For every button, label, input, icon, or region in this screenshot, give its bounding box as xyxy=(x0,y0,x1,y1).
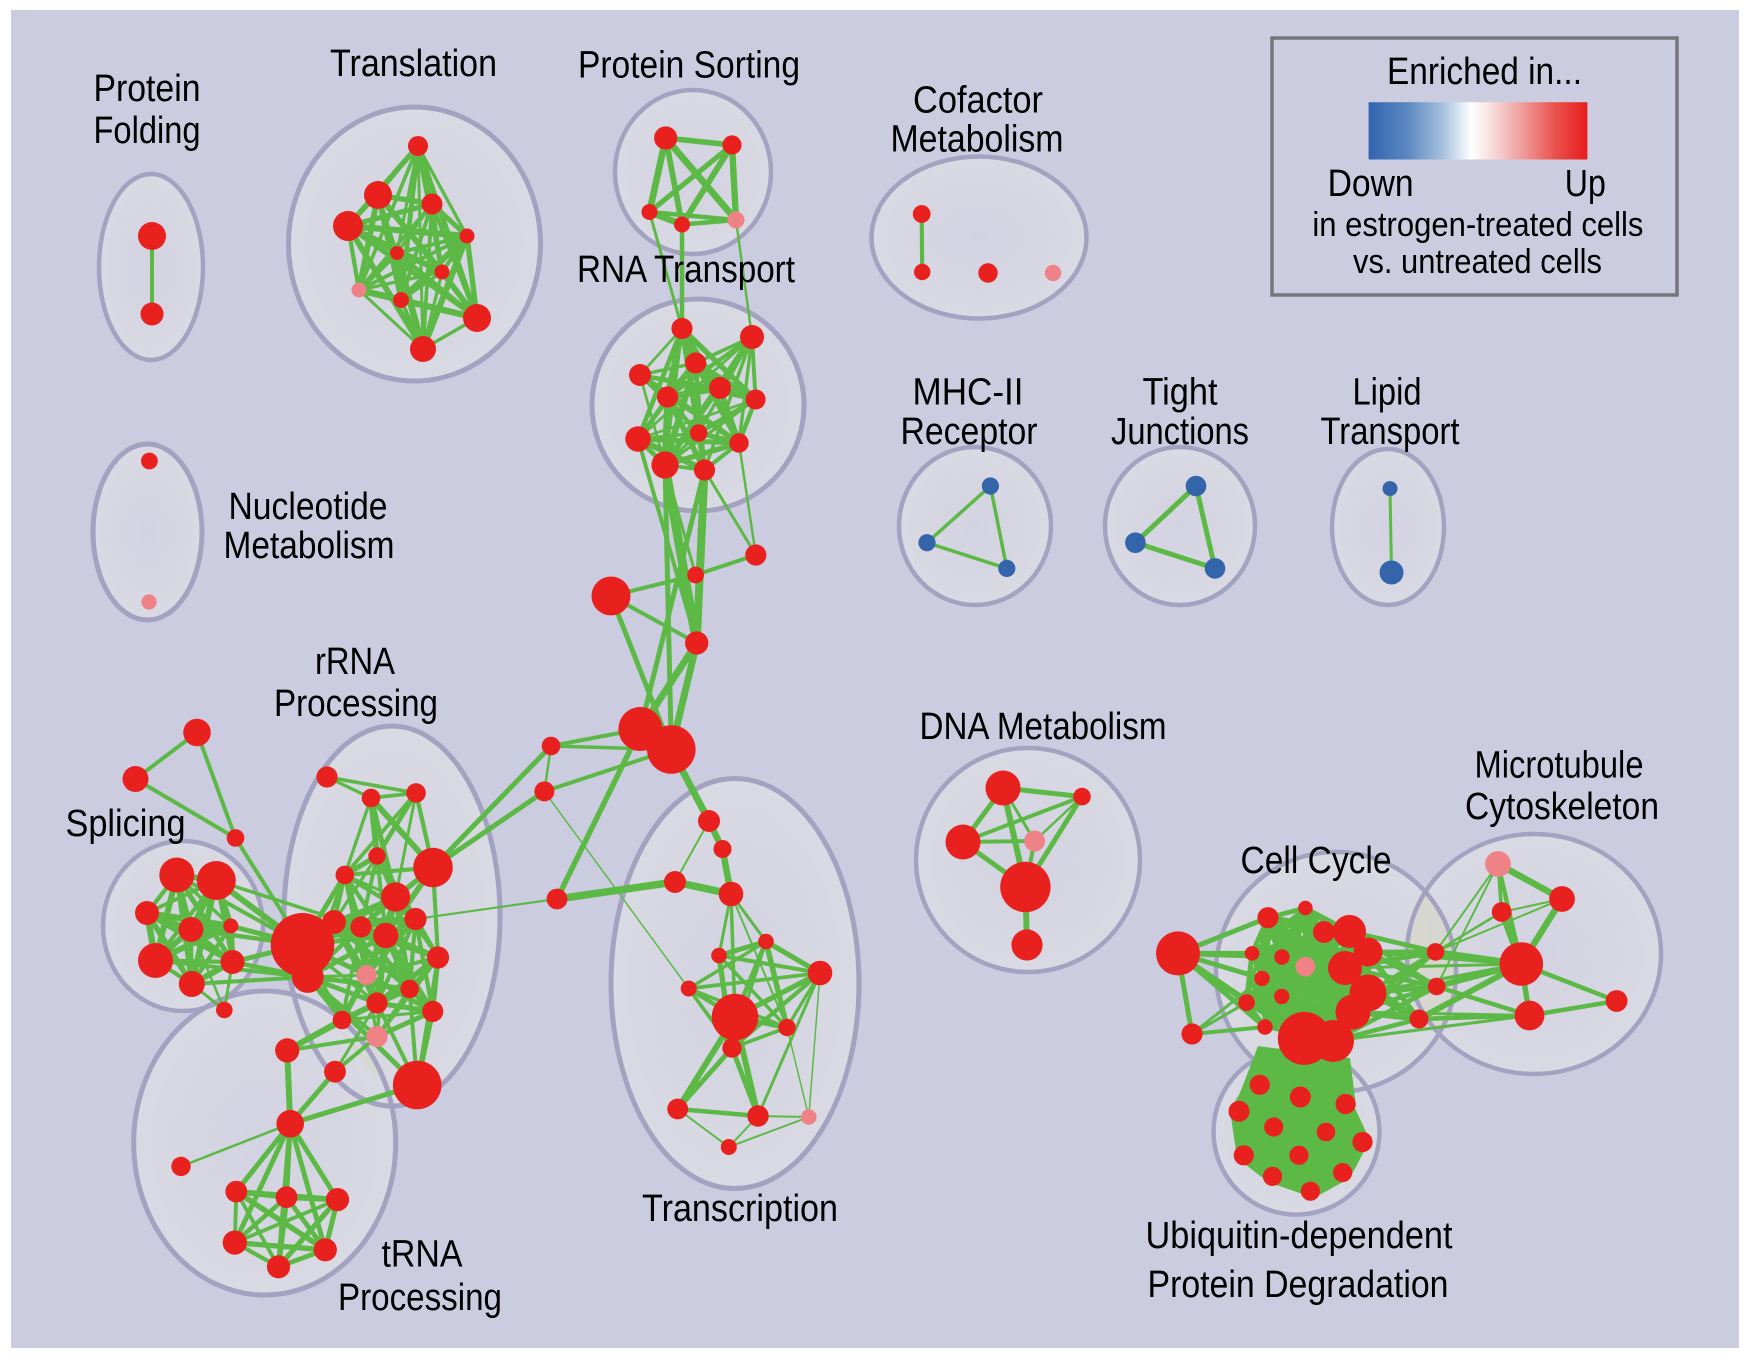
svg-text:Folding: Folding xyxy=(94,110,201,152)
svg-text:Metabolism: Metabolism xyxy=(891,119,1064,161)
svg-text:Cofactor: Cofactor xyxy=(913,80,1043,122)
svg-text:Metabolism: Metabolism xyxy=(224,525,395,567)
svg-text:Up: Up xyxy=(1565,163,1606,205)
svg-text:Receptor: Receptor xyxy=(901,411,1038,453)
svg-text:Nucleotide: Nucleotide xyxy=(229,486,388,528)
svg-text:Processing: Processing xyxy=(274,683,438,725)
svg-text:MHC-II: MHC-II xyxy=(913,372,1024,414)
svg-text:Protein: Protein xyxy=(94,68,201,110)
svg-text:Protein Degradation: Protein Degradation xyxy=(1148,1264,1449,1306)
svg-text:Microtubule: Microtubule xyxy=(1475,745,1644,787)
svg-text:Splicing: Splicing xyxy=(66,803,186,845)
svg-text:Protein Sorting: Protein Sorting xyxy=(578,45,800,87)
svg-text:Translation: Translation xyxy=(330,43,497,85)
svg-text:DNA Metabolism: DNA Metabolism xyxy=(920,706,1167,748)
svg-text:Transport: Transport xyxy=(1321,411,1460,453)
svg-text:Enriched in...: Enriched in... xyxy=(1387,51,1582,93)
svg-text:Ubiquitin-dependent: Ubiquitin-dependent xyxy=(1146,1215,1453,1257)
svg-text:RNA Transport: RNA Transport xyxy=(577,249,795,291)
svg-text:tRNA: tRNA xyxy=(382,1234,464,1276)
svg-text:Tight: Tight xyxy=(1143,372,1218,414)
svg-text:Junctions: Junctions xyxy=(1111,411,1249,453)
svg-text:Cell Cycle: Cell Cycle xyxy=(1241,840,1392,882)
svg-text:Processing: Processing xyxy=(338,1277,502,1319)
svg-text:in estrogen-treated cells: in estrogen-treated cells xyxy=(1312,206,1643,244)
svg-text:Cytoskeleton: Cytoskeleton xyxy=(1465,786,1659,828)
svg-text:rRNA: rRNA xyxy=(315,641,396,683)
svg-text:vs. untreated cells: vs. untreated cells xyxy=(1353,243,1602,281)
svg-text:Transcription: Transcription xyxy=(642,1188,838,1230)
svg-text:Down: Down xyxy=(1328,163,1414,205)
svg-text:Lipid: Lipid xyxy=(1353,372,1422,414)
